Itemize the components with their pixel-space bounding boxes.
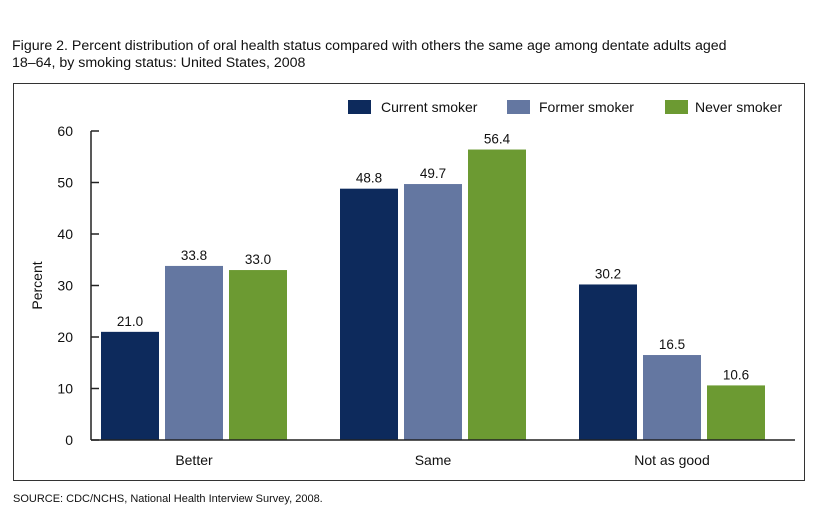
x-category-label: Not as good [634, 452, 710, 468]
chart-frame [13, 83, 805, 481]
legend: Current smoker Former smoker Never smoker [348, 99, 782, 115]
bar [229, 270, 287, 440]
y-tick-label: 60 [57, 123, 73, 139]
bar [579, 284, 637, 440]
bar [468, 149, 526, 441]
y-axis-title: Percent [29, 261, 45, 309]
bars: 21.0 33.8 33.0 48.8 49.7 56.4 30.2 16.5 10.6 [101, 132, 765, 441]
y-tick-label: 50 [57, 175, 73, 191]
legend-label: Former smoker [539, 99, 634, 115]
data-label: 49.7 [420, 166, 446, 181]
bar [707, 385, 765, 440]
y-tick-label: 0 [65, 432, 73, 448]
y-tick-label: 10 [57, 381, 73, 397]
legend-label: Never smoker [695, 99, 782, 115]
data-label: 30.2 [595, 266, 621, 281]
bar [404, 184, 462, 440]
chart-title-line-1: Figure 2. Percent distribution of oral h… [12, 38, 727, 54]
y-tick-label: 30 [57, 278, 73, 294]
chart-title: Figure 2. Percent distribution of oral h… [12, 38, 808, 71]
x-category-label: Same [415, 452, 452, 468]
x-category-label: Better [175, 452, 213, 468]
x-axis: Better Same Not as good [91, 439, 795, 468]
legend-label: Current smoker [381, 99, 478, 115]
y-tick-label: 20 [57, 329, 73, 345]
legend-swatch [348, 100, 371, 114]
data-label: 33.8 [181, 248, 207, 263]
bar [340, 188, 398, 440]
source-note: SOURCE: CDC/NCHS, National Health Interv… [13, 493, 323, 505]
y-tick-label: 40 [57, 226, 73, 242]
legend-swatch [665, 100, 688, 114]
bar [165, 265, 223, 440]
data-label: 48.8 [356, 171, 382, 186]
bar [643, 355, 701, 440]
data-label: 10.6 [723, 367, 749, 382]
data-label: 16.5 [659, 337, 685, 352]
bar [101, 331, 159, 440]
legend-swatch [507, 100, 530, 114]
data-label: 56.4 [484, 132, 511, 147]
y-axis: 0 10 20 30 40 50 60 Percent [29, 123, 99, 448]
chart-title-line-2: 18–64, by smoking status: United States,… [12, 54, 306, 71]
data-label: 21.0 [117, 314, 143, 329]
data-label: 33.0 [245, 252, 271, 267]
